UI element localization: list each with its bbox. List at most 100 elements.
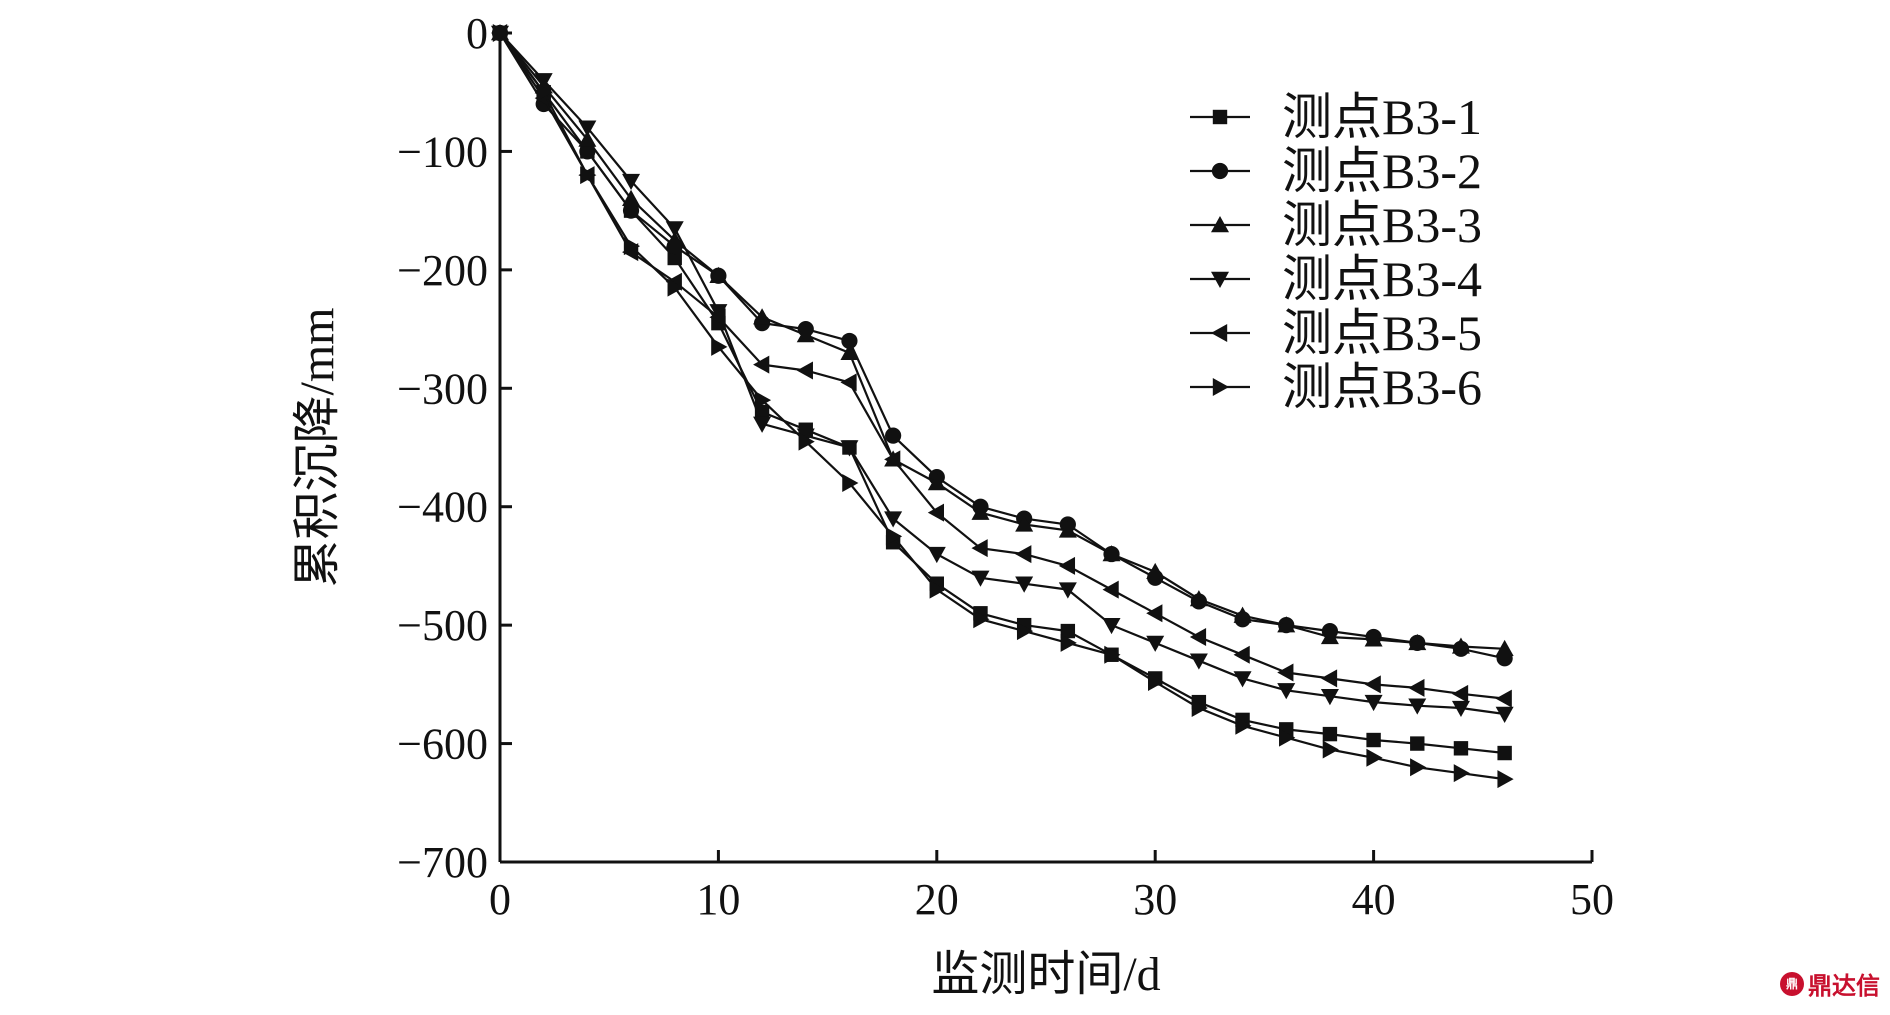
x-tick-label: 10 [696, 875, 740, 924]
series-3 [491, 24, 1514, 657]
y-tick-label: −200 [397, 246, 488, 295]
data-point [1364, 694, 1383, 712]
data-point [1453, 764, 1470, 783]
data-point [796, 428, 815, 445]
data-point [534, 73, 553, 90]
data-point [840, 440, 859, 457]
data-point [1148, 672, 1165, 691]
data-point [1364, 630, 1383, 647]
data-point [1015, 576, 1034, 593]
data-point [1366, 748, 1383, 767]
axes: 0 10 20 30 40 50 0 −100 −200 −300 −400 −500 −600 −700… [291, 9, 1614, 1001]
series-6 [492, 24, 1514, 789]
legend-item-1: 测点B3-1 [1190, 89, 1482, 145]
data-point [667, 278, 684, 297]
data-point [1408, 633, 1427, 651]
y-axis-title: 累积沉降/mm [291, 307, 344, 587]
data-point [1102, 545, 1121, 562]
legend-marker-icon [1211, 324, 1228, 342]
data-point [884, 511, 903, 528]
data-point [1015, 515, 1034, 532]
data-point [580, 166, 597, 185]
data-point [1058, 556, 1076, 575]
data-point [1279, 728, 1296, 747]
series-line [499, 32, 1505, 650]
data-point [536, 83, 553, 102]
data-point [840, 373, 857, 392]
data-point [884, 450, 901, 469]
data-point [1453, 741, 1469, 756]
data-point [1146, 562, 1165, 580]
data-point [1060, 633, 1077, 652]
data-point [665, 231, 684, 248]
legend-marker-icon [1211, 271, 1229, 288]
data-point [711, 337, 728, 356]
data-point [1277, 683, 1296, 700]
data-point [842, 474, 859, 493]
data-point [1233, 645, 1250, 664]
series-line [499, 32, 1505, 716]
data-point [927, 546, 946, 564]
data-point [1189, 653, 1208, 670]
data-point [1497, 745, 1512, 761]
legend-label: 测点B3-4 [1282, 251, 1482, 307]
data-point [709, 308, 726, 327]
series-4 [491, 25, 1514, 723]
data-point [1366, 732, 1381, 748]
legend-marker-icon [1211, 162, 1229, 180]
data-point [1320, 627, 1339, 645]
data-point [578, 120, 597, 137]
data-point [1102, 580, 1119, 599]
data-point [971, 570, 990, 587]
data-point [1060, 623, 1076, 639]
legend-label: 测点B3-5 [1282, 305, 1482, 361]
data-point [1451, 700, 1470, 718]
x-tick-label: 40 [1352, 875, 1396, 924]
watermark-text: 鼎达信 [1808, 972, 1880, 1000]
data-point [623, 237, 641, 256]
legend-label: 测点B3-3 [1282, 197, 1482, 253]
y-tick-label: −600 [397, 720, 488, 769]
data-point [840, 343, 859, 360]
legend-marker-icon [1211, 216, 1229, 233]
legend-item-4: 测点B3-4 [1190, 251, 1482, 307]
data-point [622, 189, 641, 206]
x-tick-label: 0 [489, 875, 511, 924]
legend-item-5: 测点B3-5 [1190, 305, 1482, 361]
data-point [709, 266, 728, 283]
data-point [1408, 678, 1425, 697]
data-point [973, 610, 990, 629]
data-point [753, 416, 772, 433]
y-tick-label: −400 [397, 483, 488, 532]
series-line [499, 32, 1505, 781]
x-axis-title: 监测时间/d [931, 948, 1160, 1001]
legend-label: 测点B3-6 [1282, 359, 1482, 415]
data-point [1320, 669, 1338, 688]
data-point [622, 173, 641, 191]
data-point [667, 250, 682, 266]
data-point [885, 427, 902, 444]
data-point [1322, 740, 1339, 759]
watermark: 鼎 鼎达信 [1780, 966, 1880, 1001]
y-tick-label: −500 [397, 601, 488, 650]
data-point [1277, 663, 1294, 682]
data-point [1146, 604, 1163, 623]
data-point [754, 391, 772, 410]
data-point [1451, 684, 1469, 703]
data-point [1102, 617, 1121, 635]
legend-item-3: 测点B3-3 [1190, 197, 1482, 253]
data-point [1320, 689, 1339, 706]
data-point [885, 527, 903, 546]
data-point [1058, 521, 1077, 538]
data-point [1408, 698, 1427, 715]
x-tick-label: 20 [915, 875, 959, 924]
data-point [1015, 545, 1032, 564]
data-point [796, 325, 815, 343]
data-point [1104, 645, 1121, 664]
series-line [499, 32, 1505, 755]
data-point [841, 332, 858, 350]
y-tick-label: 0 [466, 9, 488, 58]
data-point [1189, 627, 1207, 646]
legend-marker-icon [1212, 378, 1229, 396]
